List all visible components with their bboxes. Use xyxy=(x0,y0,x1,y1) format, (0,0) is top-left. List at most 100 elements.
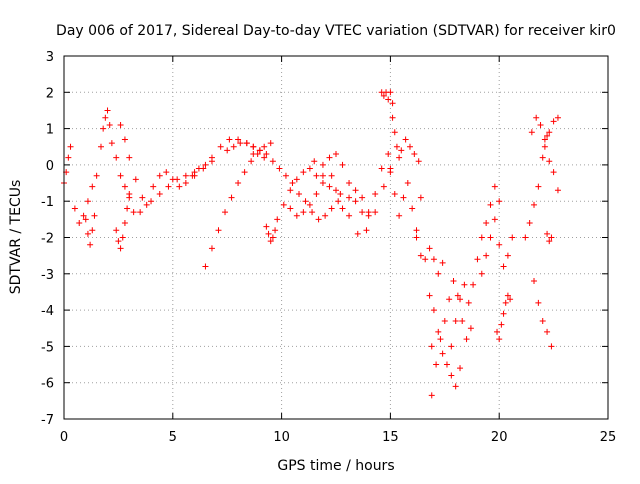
data-point xyxy=(208,245,215,252)
x-tick-label: 20 xyxy=(491,430,508,445)
series-arc-14 xyxy=(287,151,372,219)
data-point xyxy=(261,154,268,161)
data-point xyxy=(450,278,457,285)
data-point xyxy=(391,190,398,197)
data-point xyxy=(300,209,307,216)
data-point xyxy=(439,350,446,357)
data-point xyxy=(328,172,335,179)
data-point xyxy=(80,212,87,219)
x-tick-label: 5 xyxy=(169,430,177,445)
data-point xyxy=(441,317,448,324)
data-point xyxy=(439,259,446,266)
data-point xyxy=(380,92,387,99)
series-arc-7 xyxy=(137,158,215,216)
data-point xyxy=(276,165,283,172)
data-point xyxy=(296,190,303,197)
data-point xyxy=(150,183,157,190)
data-point xyxy=(415,158,422,165)
data-point xyxy=(156,172,163,179)
data-point xyxy=(241,169,248,176)
data-point xyxy=(104,107,111,114)
data-point xyxy=(426,245,433,252)
data-points xyxy=(61,89,561,399)
series-arc-22 xyxy=(428,278,474,368)
series-arc-27 xyxy=(494,292,514,343)
data-point xyxy=(404,180,411,187)
y-tick-label: 0 xyxy=(46,159,54,174)
data-point xyxy=(228,194,235,201)
data-point xyxy=(117,121,124,128)
data-point xyxy=(87,241,94,248)
data-point xyxy=(139,194,146,201)
data-point xyxy=(102,114,109,121)
data-point xyxy=(89,227,96,234)
data-point xyxy=(387,169,394,176)
data-point xyxy=(115,238,122,245)
data-point xyxy=(100,125,107,132)
data-point xyxy=(226,136,233,143)
data-point xyxy=(389,100,396,107)
data-point xyxy=(385,151,392,158)
data-point xyxy=(385,96,392,103)
data-point xyxy=(435,270,442,277)
series-arc-9 xyxy=(202,140,274,270)
data-point xyxy=(84,230,91,237)
data-point xyxy=(208,154,215,161)
data-point xyxy=(339,205,346,212)
data-point xyxy=(491,216,498,223)
data-point xyxy=(67,143,74,150)
data-point xyxy=(319,180,326,187)
data-point xyxy=(121,183,128,190)
x-axis-label: GPS time / hours xyxy=(277,458,394,474)
data-point xyxy=(311,158,318,165)
data-point xyxy=(452,317,459,324)
data-point xyxy=(130,209,137,216)
data-point xyxy=(267,140,274,147)
data-point xyxy=(182,180,189,187)
series-arc-5 xyxy=(113,190,133,252)
data-point xyxy=(539,154,546,161)
data-point xyxy=(372,190,379,197)
data-point xyxy=(428,392,435,399)
series-arc-34 xyxy=(544,230,555,245)
data-point xyxy=(546,158,553,165)
data-point xyxy=(430,256,437,263)
data-point xyxy=(372,209,379,216)
data-point xyxy=(535,183,542,190)
y-tick-label: 2 xyxy=(46,86,54,101)
data-point xyxy=(322,212,329,219)
data-point xyxy=(496,241,503,248)
data-point xyxy=(143,201,150,208)
series-arc-29 xyxy=(522,132,551,241)
data-point xyxy=(507,296,514,303)
data-point xyxy=(137,209,144,216)
data-point xyxy=(117,172,124,179)
data-point xyxy=(437,336,444,343)
data-point xyxy=(156,190,163,197)
data-point xyxy=(396,154,403,161)
series-arc-20 xyxy=(413,234,446,277)
data-point xyxy=(500,310,507,317)
axis-ticks xyxy=(63,55,609,420)
data-point xyxy=(393,143,400,150)
series-arc-17 xyxy=(378,89,396,107)
data-point xyxy=(457,365,464,372)
data-point xyxy=(487,201,494,208)
data-point xyxy=(391,129,398,136)
data-point xyxy=(280,201,287,208)
data-point xyxy=(222,209,229,216)
data-point xyxy=(352,187,359,194)
series-arc-31 xyxy=(528,114,548,143)
x-tick-label: 0 xyxy=(60,430,68,445)
data-point xyxy=(287,205,294,212)
data-point xyxy=(409,205,416,212)
data-point xyxy=(337,190,344,197)
tick-labels: 0 5 10 15 20 25 -7 -6 -5 -4 -3 -2 -1 0 1 2 3 xyxy=(41,50,616,445)
y-tick-label: -5 xyxy=(41,340,54,355)
data-point xyxy=(274,216,281,223)
y-tick-label: 3 xyxy=(46,50,54,65)
data-point xyxy=(165,183,172,190)
data-point xyxy=(526,219,533,226)
data-point xyxy=(550,118,557,125)
